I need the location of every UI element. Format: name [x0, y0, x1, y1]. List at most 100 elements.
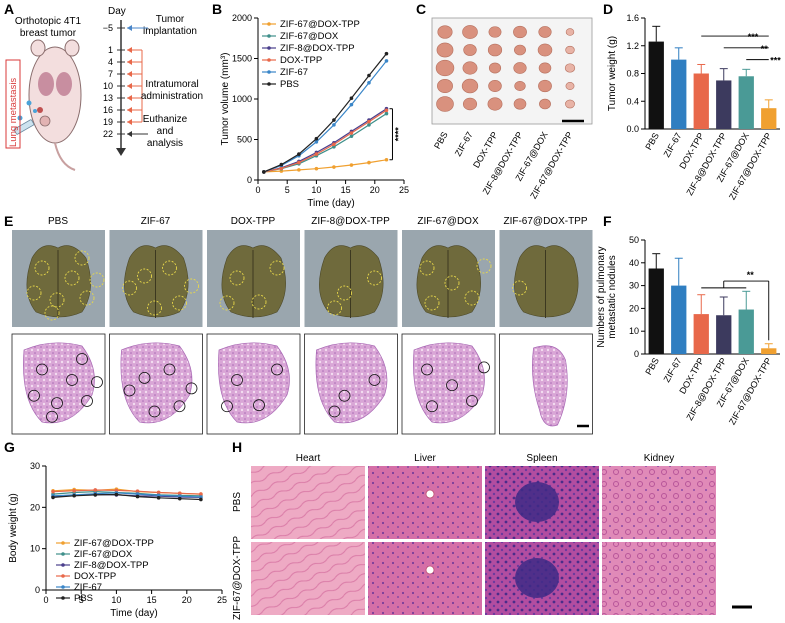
y-tick-label: 0.0: [626, 124, 639, 134]
data-point: [72, 489, 76, 493]
histology-tile: [602, 542, 716, 615]
lung-group-label: DOX-TPP: [231, 216, 276, 227]
x-tick-label: 20: [370, 185, 380, 195]
data-point: [156, 493, 161, 498]
data-point: [314, 140, 319, 144]
panel-a-title-line2: breast tumor: [20, 28, 77, 39]
histology-nodule-marker: [185, 382, 198, 395]
lung-histology: [532, 345, 568, 427]
panel-a-label: A: [4, 1, 14, 17]
histology-tile: [368, 542, 482, 615]
bar-ZIF-67@DOX: [738, 76, 754, 129]
nodule-marker: [464, 290, 480, 306]
bar-ZIF-67@DOX: [738, 309, 754, 354]
data-point: [156, 490, 161, 495]
row-label: PBS: [232, 492, 243, 512]
data-point: [314, 152, 319, 156]
nodule-marker: [137, 268, 152, 284]
tumor: [514, 44, 526, 56]
group-label: DOX-TPP: [471, 130, 500, 170]
data-point: [349, 131, 354, 135]
legend-marker: [61, 563, 65, 567]
data-point: [367, 119, 371, 124]
histology-nodule-marker: [426, 400, 438, 413]
data-point: [199, 492, 203, 496]
day-label: 19: [103, 117, 113, 127]
tumor: [487, 43, 503, 57]
nodule-marker: [444, 275, 460, 291]
tumor: [437, 78, 453, 94]
nodule-marker: [26, 285, 42, 301]
histology-nodule-marker: [91, 376, 103, 389]
data-point: [199, 495, 203, 499]
nodule-marker: [219, 295, 235, 311]
x-tick-label: 15: [341, 185, 351, 195]
arrowhead-administration: [127, 47, 132, 53]
tumor: [488, 62, 502, 74]
legend-marker: [61, 552, 65, 556]
tumor: [537, 43, 553, 57]
histology-nodule-marker: [138, 371, 151, 384]
data-point: [349, 163, 354, 167]
y-tick-label: 40: [629, 258, 639, 268]
legend-marker: [267, 70, 271, 74]
lung-histology: [218, 342, 290, 424]
data-point: [114, 492, 119, 497]
histology-nodule-marker: [148, 405, 161, 418]
histology-nodule-marker: [76, 353, 88, 365]
bar-ZIF-67: [671, 285, 687, 354]
data-point: [384, 51, 389, 56]
nodule-marker: [64, 270, 80, 286]
legend-entry: ZIF-67@DOX-TPP: [280, 19, 360, 30]
organ-label: Kidney: [644, 453, 675, 464]
event-administration-2: administration: [141, 91, 203, 102]
panel-b-label: B: [212, 1, 222, 17]
data-point: [332, 142, 336, 147]
y-tick-label: 1.6: [626, 13, 639, 23]
data-point: [177, 494, 182, 498]
y-tick-label: 1500: [232, 54, 252, 64]
day-label: 4: [108, 57, 113, 67]
x-tick-label: 15: [147, 595, 157, 605]
histology-tile: [251, 542, 365, 615]
event-tumor-implantation-2: implantation: [143, 26, 197, 37]
lung-photo: [26, 245, 91, 318]
nodule-marker: [89, 272, 105, 288]
tumor: [435, 59, 455, 77]
organ-label: Liver: [414, 453, 436, 464]
histology-nodule-marker: [28, 389, 40, 402]
timeline-days: −5 1 4 7 10 13 16 19 22: [103, 23, 148, 139]
y-tick-label: 2000: [232, 13, 252, 23]
tumor: [461, 78, 479, 94]
data-point: [177, 491, 182, 496]
nodule-marker: [419, 260, 435, 276]
nodule-marker: [122, 280, 137, 296]
data-point: [314, 136, 319, 141]
data-point: [384, 157, 389, 162]
histology-nodule-marker: [478, 361, 490, 374]
histology-nodule-marker: [123, 384, 136, 397]
bar-ZIF-8@DOX-TPP: [716, 80, 732, 129]
arrowhead-administration: [127, 119, 132, 125]
data-point: [367, 81, 371, 85]
data-point: [367, 73, 371, 78]
y-axis-label: metastatic nodules: [607, 255, 618, 338]
day-label: 1: [108, 45, 113, 55]
data-point: [367, 160, 371, 165]
nodule-marker: [229, 270, 245, 286]
tumor: [463, 44, 477, 56]
y-tick-label: 1000: [232, 94, 252, 104]
histology-nodule-marker: [46, 410, 58, 423]
data-point: [297, 168, 301, 172]
y-tick-label: 10: [30, 544, 40, 554]
panel-h-histology: H Heart Liver Spleen Kidney PBS ZIF-67@DOX-TP…: [232, 439, 752, 620]
lung-group-label: ZIF-67@DOX-TPP: [503, 216, 587, 227]
data-point: [384, 108, 389, 113]
category-label: ZIF-67@DOX-TPP: [727, 131, 773, 202]
histology-tile: [251, 466, 365, 539]
y-tick-label: 500: [237, 135, 252, 145]
significance-label: ****: [393, 127, 403, 142]
bar-ZIF-8@DOX-TPP: [716, 315, 732, 354]
